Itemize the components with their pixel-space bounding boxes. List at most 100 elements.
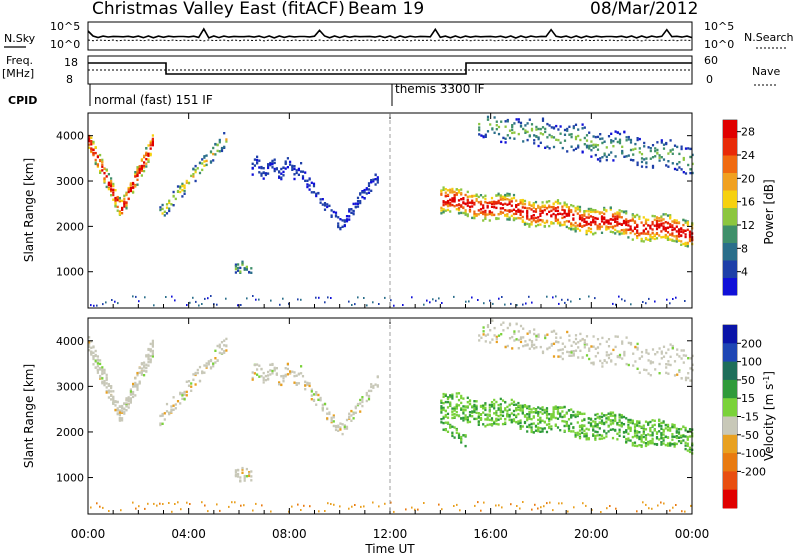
echo-cell	[522, 344, 525, 348]
echo-cell	[524, 131, 527, 134]
echo-cell	[669, 355, 672, 358]
near-range-echo	[672, 506, 674, 509]
near-range-echo	[204, 297, 206, 300]
echo-cell	[149, 348, 152, 351]
echo-cell	[686, 241, 689, 245]
echo-cell	[348, 412, 351, 415]
echo-cell	[165, 203, 169, 206]
echo-cell	[453, 196, 456, 199]
echo-cell	[457, 432, 461, 435]
echo-cell	[684, 229, 687, 232]
echo-cell	[216, 143, 219, 147]
echo-cell	[519, 427, 522, 430]
echo-cell	[554, 219, 557, 222]
echo-cell	[495, 410, 498, 413]
echo-cell	[201, 158, 204, 161]
near-range-echo	[144, 507, 146, 510]
echo-cell	[669, 442, 672, 446]
echo-cell	[478, 339, 481, 342]
near-range-echo	[297, 503, 299, 506]
echo-cell	[495, 206, 498, 210]
echo-cell	[295, 171, 298, 175]
echo-cell	[308, 178, 311, 181]
echo-cell	[523, 415, 527, 418]
echo-cell	[460, 435, 463, 439]
echo-cell	[451, 407, 454, 410]
echo-cell	[548, 204, 551, 207]
echo-cell	[163, 412, 166, 415]
near-range-echo	[330, 503, 332, 505]
echo-cell	[651, 156, 655, 159]
echo-cell	[533, 139, 536, 142]
echo-cell	[453, 199, 456, 202]
echo-cell	[116, 407, 119, 410]
echo-cell	[129, 390, 132, 393]
near-range-echo	[558, 302, 560, 305]
echo-cell	[671, 220, 674, 223]
echo-cell	[666, 426, 670, 429]
echo-cell	[284, 373, 287, 377]
echo-cell	[603, 212, 606, 216]
echo-cell	[611, 225, 615, 228]
echo-cell	[223, 344, 226, 347]
echo-cell	[112, 395, 115, 399]
echo-cell	[550, 418, 553, 421]
echo-cell	[574, 123, 578, 126]
echo-cell	[457, 404, 461, 407]
echo-cell	[688, 428, 692, 431]
echo-cell	[449, 210, 452, 213]
echo-cell	[477, 201, 480, 204]
echo-cell	[183, 393, 186, 396]
near-range-echo	[138, 505, 140, 508]
echo-cell	[596, 416, 599, 419]
echo-cell	[482, 423, 485, 426]
echo-cell	[570, 430, 573, 433]
echo-cell	[554, 216, 557, 219]
echo-cell	[605, 146, 608, 149]
echo-cell	[471, 415, 474, 418]
echo-cell	[651, 220, 654, 224]
echo-cell	[559, 221, 562, 224]
echo-cell	[572, 430, 575, 433]
echo-cell	[332, 414, 335, 417]
echo-cell	[680, 168, 683, 171]
x-axis-title: Time UT	[364, 542, 415, 554]
echo-cell	[110, 183, 113, 186]
echo-cell	[497, 125, 501, 129]
echo-cell	[181, 397, 184, 400]
echo-cell	[559, 348, 562, 352]
freq-label-line2: [MHz]	[2, 67, 34, 80]
echo-cell	[306, 383, 309, 386]
echo-cell	[170, 408, 173, 411]
echo-cell	[563, 429, 566, 432]
echo-cell	[499, 194, 502, 197]
echo-cell	[665, 371, 668, 375]
echo-cell	[675, 230, 678, 233]
echo-cell	[640, 434, 643, 437]
echo-cell	[662, 222, 665, 225]
near-range-echo	[480, 509, 482, 512]
x-tick-label: 00:00	[71, 527, 106, 541]
echo-cell	[594, 210, 597, 214]
echo-cell	[633, 432, 637, 435]
echo-cell	[114, 197, 117, 200]
echo-cell	[300, 365, 303, 368]
echo-cell	[515, 217, 518, 220]
echo-cell	[121, 199, 124, 203]
echo-cell	[482, 210, 485, 214]
echo-cell	[528, 225, 531, 228]
echo-cell	[92, 152, 95, 155]
echo-cell	[557, 355, 560, 358]
echo-cell	[632, 352, 635, 355]
echo-cell	[651, 223, 654, 226]
echo-cell	[250, 470, 253, 473]
near-range-echo	[561, 502, 563, 505]
echo-cell	[640, 439, 643, 442]
echo-cell	[625, 430, 628, 434]
echo-cell	[334, 215, 338, 218]
echo-cell	[179, 402, 182, 405]
echo-cell	[101, 369, 104, 373]
echo-cell	[138, 165, 141, 168]
echo-cell	[187, 384, 191, 387]
echo-cell	[526, 211, 529, 214]
